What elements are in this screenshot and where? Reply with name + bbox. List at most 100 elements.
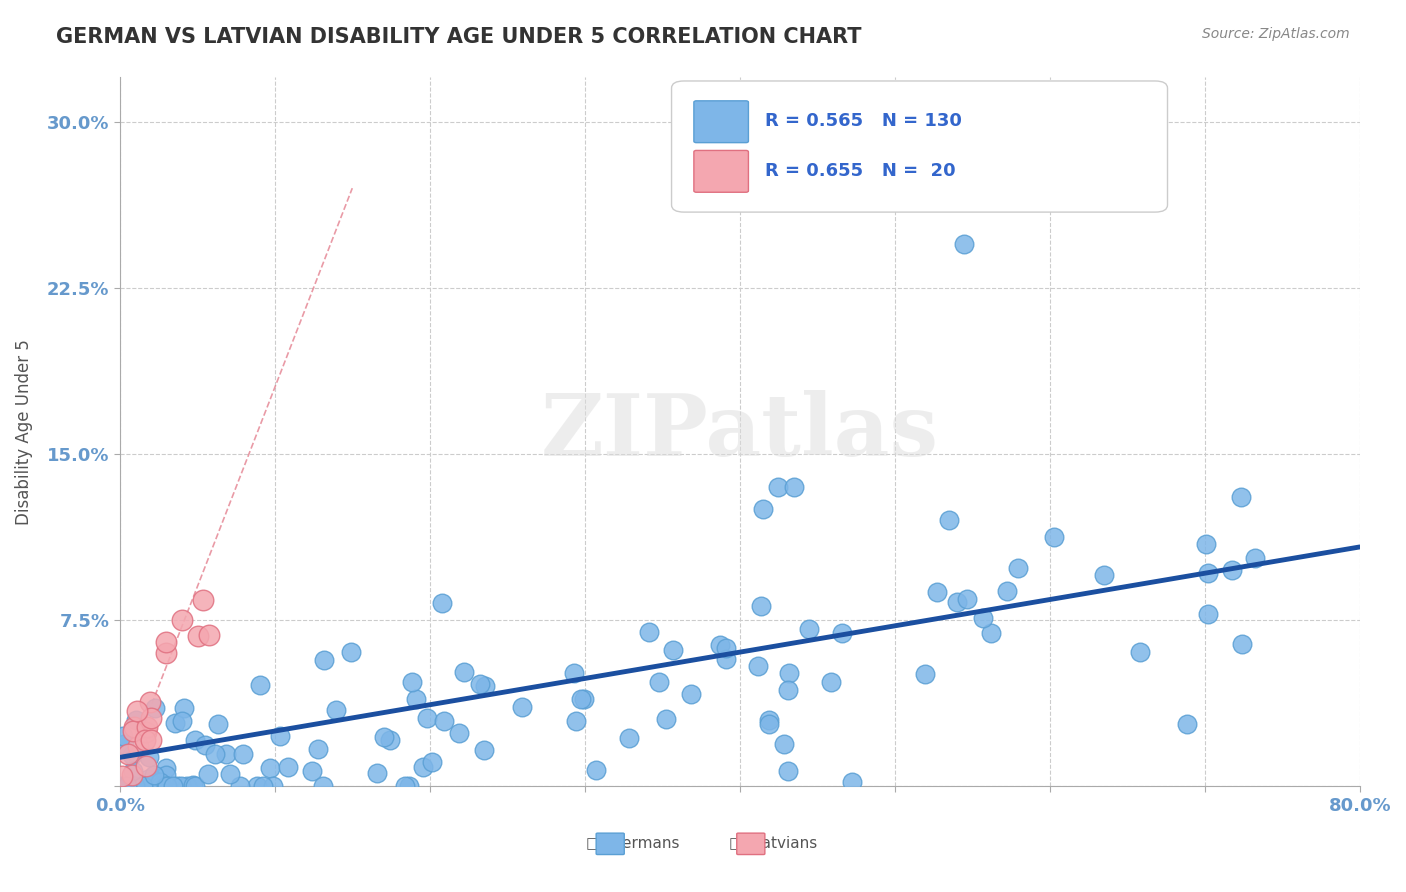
Point (1129, 645, 1152, 659)
Point (135, 720, 157, 734)
Point (121, 767, 143, 781)
Point (193, 593, 215, 607)
Text: Source: ZipAtlas.com: Source: ZipAtlas.com (1202, 27, 1350, 41)
Point (709, 638, 731, 652)
Point (172, 714, 194, 728)
Point (312, 779, 335, 793)
Text: R = 0.565   N = 130: R = 0.565 N = 130 (765, 112, 962, 130)
Point (155, 646, 177, 660)
Point (778, 764, 800, 778)
Point (752, 502, 775, 516)
Point (187, 629, 209, 643)
Point (572, 692, 595, 706)
Point (405, 691, 427, 706)
Text: GERMAN VS LATVIAN DISABILITY AGE UNDER 5 CORRELATION CHART: GERMAN VS LATVIAN DISABILITY AGE UNDER 5… (56, 27, 862, 46)
Point (758, 713, 780, 727)
Point (956, 591, 979, 606)
Point (142, 768, 165, 782)
Point (569, 691, 592, 706)
Point (841, 775, 863, 789)
Point (995, 584, 1018, 599)
Point (1222, 563, 1244, 577)
Point (135, 725, 157, 739)
Point (125, 704, 148, 718)
Point (134, 733, 156, 747)
Point (433, 714, 456, 728)
Point (252, 779, 274, 793)
Point (1177, 716, 1199, 731)
Point (1092, 568, 1115, 582)
Point (194, 738, 217, 752)
Point (135, 759, 157, 773)
Point (117, 747, 139, 762)
Point (716, 652, 738, 666)
Point (565, 714, 588, 729)
Point (124, 720, 146, 734)
Point (139, 711, 162, 725)
Point (110, 769, 132, 783)
Point (183, 778, 205, 792)
Point (373, 730, 395, 744)
Point (416, 711, 439, 725)
Point (120, 779, 142, 793)
Point (207, 716, 229, 731)
Point (173, 701, 195, 715)
Point (232, 747, 254, 761)
Point (946, 595, 969, 609)
Point (132, 779, 155, 793)
Point (155, 635, 177, 649)
Point (927, 585, 949, 599)
Point (420, 755, 443, 769)
Point (1007, 561, 1029, 575)
Point (166, 779, 188, 793)
Point (655, 712, 678, 726)
Point (136, 772, 159, 786)
Point (831, 626, 853, 640)
Point (149, 775, 172, 789)
Point (412, 760, 434, 774)
Point (131, 779, 153, 793)
Text: □  Latvians: □ Latvians (730, 836, 817, 850)
Point (768, 480, 790, 494)
Point (472, 743, 495, 757)
Point (132, 779, 155, 793)
Point (648, 675, 671, 690)
Point (155, 761, 177, 775)
Point (398, 779, 420, 793)
Point (340, 644, 363, 658)
Point (229, 779, 252, 793)
Point (122, 779, 145, 793)
Point (468, 677, 491, 691)
Point (121, 747, 143, 762)
FancyBboxPatch shape (695, 151, 748, 193)
FancyBboxPatch shape (672, 81, 1167, 212)
Point (122, 779, 145, 793)
Point (914, 667, 936, 681)
Point (142, 772, 165, 787)
Point (184, 733, 207, 747)
Point (122, 764, 145, 778)
Point (124, 779, 146, 793)
Point (162, 779, 184, 793)
Point (262, 779, 284, 793)
Point (1197, 607, 1219, 621)
Point (638, 624, 661, 639)
Point (938, 513, 960, 527)
Point (449, 726, 471, 740)
Point (474, 679, 496, 693)
Point (197, 767, 219, 781)
Point (378, 733, 401, 747)
Point (269, 729, 291, 743)
Point (121, 724, 143, 739)
Point (246, 779, 269, 793)
Point (163, 716, 186, 731)
Point (1244, 551, 1267, 566)
Point (114, 779, 136, 793)
Point (564, 665, 586, 680)
Point (155, 779, 177, 793)
Point (139, 695, 162, 709)
Text: R = 0.655   N =  20: R = 0.655 N = 20 (765, 162, 955, 180)
Point (149, 779, 172, 793)
Point (183, 779, 205, 793)
Point (751, 599, 773, 613)
